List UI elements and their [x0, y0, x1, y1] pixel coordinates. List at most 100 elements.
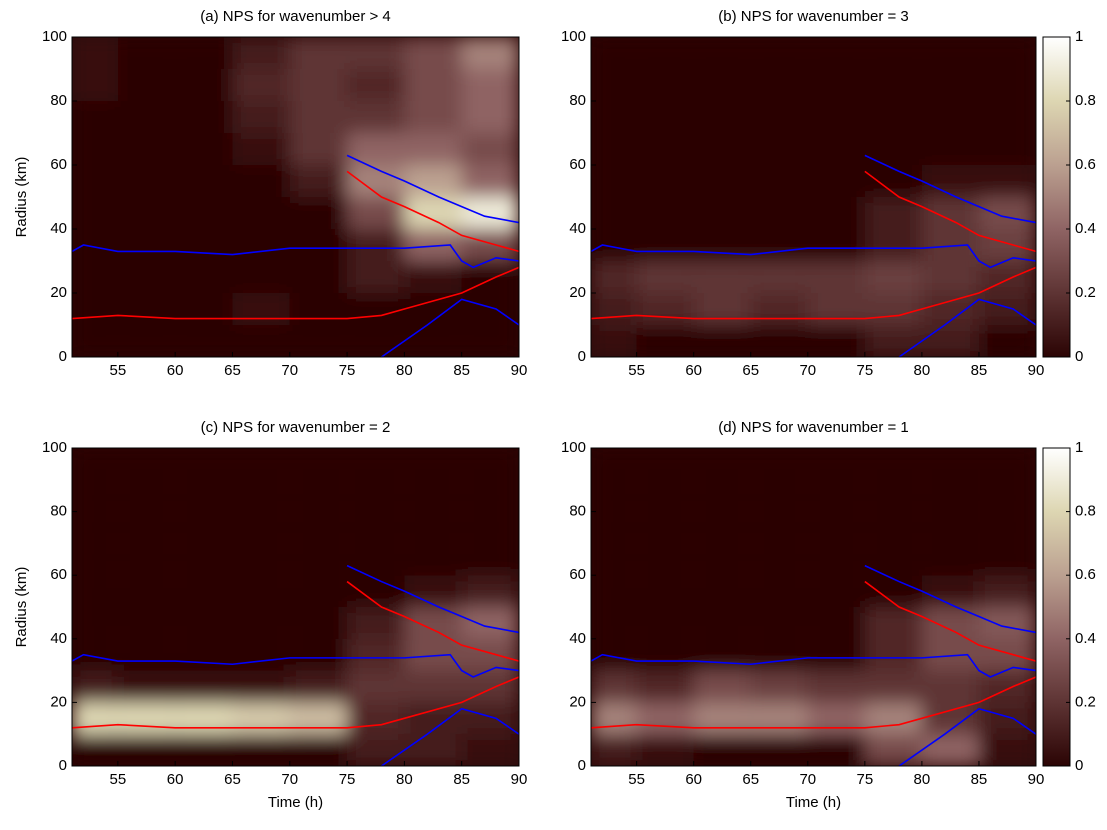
heatmap-cell [693, 543, 751, 576]
heatmap-cell [175, 69, 233, 101]
heatmap-cell [175, 165, 233, 197]
heatmap-cell [864, 448, 922, 480]
heatmap-cell [461, 37, 519, 69]
heatmap-cell [232, 37, 290, 69]
y-tick-label: 0 [59, 757, 67, 774]
x-tick-label: 75 [339, 362, 356, 379]
heatmap-cell [289, 479, 348, 512]
heatmap-cell [404, 101, 462, 133]
heatmap-cell [404, 543, 462, 576]
heatmap-cell [289, 197, 348, 229]
heatmap-cell [289, 670, 348, 703]
heatmap-cell [978, 197, 1036, 229]
heatmap-cell [175, 543, 233, 576]
heatmap-cell [693, 101, 751, 133]
y-tick-label: 80 [50, 92, 67, 109]
heatmap-cell [978, 101, 1036, 133]
y-tick-label: 20 [569, 693, 586, 710]
heatmap-cell [72, 325, 118, 357]
x-tick-label: 75 [339, 771, 356, 788]
heatmap-cell [404, 607, 462, 639]
heatmap-cell [864, 734, 922, 766]
heatmap-cell [347, 479, 405, 512]
x-tick-label: 80 [396, 362, 413, 379]
contour-line [864, 170, 1036, 253]
heatmap-cell [921, 479, 979, 512]
plot-area [72, 37, 519, 357]
heatmap-cell [693, 165, 751, 197]
heatmap-cell [591, 734, 637, 766]
y-tick-label: 0 [578, 757, 586, 774]
heatmap-cell [636, 261, 694, 293]
heatmap-cell [693, 734, 751, 766]
heatmap-cell [750, 229, 808, 261]
heatmap-cell [72, 165, 118, 197]
colorbar [1042, 36, 1071, 358]
heatmap-cell [232, 479, 290, 512]
heatmap-cell [461, 638, 519, 671]
heatmap-cells [72, 448, 519, 766]
heatmap-cell [232, 261, 290, 293]
y-tick-label: 20 [50, 284, 67, 301]
heatmap-cell [117, 448, 176, 480]
heatmap-cell [72, 229, 118, 261]
heatmap-cell [347, 670, 405, 703]
heatmap-cell [807, 229, 865, 261]
heatmap-cell [404, 133, 462, 165]
heatmap-cell [72, 37, 118, 69]
heatmap-cell [693, 69, 751, 101]
heatmap-cell [232, 69, 290, 101]
heatmap-cell [591, 37, 637, 69]
heatmap-cell [921, 197, 979, 229]
x-tick-label: 65 [224, 362, 241, 379]
plot-area [591, 448, 1036, 766]
heatmap-cell [591, 69, 637, 101]
heatmap-cell [117, 229, 176, 261]
heatmap-cell [636, 69, 694, 101]
heatmap-cell [347, 197, 405, 229]
heatmap-cell [864, 293, 922, 325]
heatmap-cell [864, 165, 922, 197]
y-axis-label: Radius (km) [13, 567, 30, 648]
heatmap-cell [591, 448, 637, 480]
heatmap-cell [978, 543, 1036, 576]
heatmap-cell [175, 638, 233, 671]
heatmap-cell [461, 448, 519, 480]
heatmap-cell [117, 511, 176, 544]
heatmap-cell [404, 325, 462, 357]
heatmap-cell [289, 511, 348, 544]
x-tick-label: 75 [857, 362, 874, 379]
heatmap-cell [289, 575, 348, 607]
heatmap-cell [921, 702, 979, 735]
heatmap-cell [461, 165, 519, 197]
x-tick-label: 90 [1028, 362, 1045, 379]
heatmap-cells [591, 37, 1036, 357]
heatmap-cell [750, 293, 808, 325]
heatmap-cell [289, 133, 348, 165]
x-tick-label: 85 [453, 362, 470, 379]
heatmap-cell [750, 448, 808, 480]
heatmap-cell [461, 101, 519, 133]
heatmap-cell [404, 229, 462, 261]
heatmap-cell [289, 448, 348, 480]
heatmap-cell [404, 37, 462, 69]
plot-frame [71, 447, 520, 767]
heatmap-cell [807, 607, 865, 639]
heatmap-cell [72, 543, 118, 576]
heatmap-cell [750, 101, 808, 133]
heatmap-cell [232, 702, 290, 735]
heatmap-cell [750, 607, 808, 639]
heatmap-cell [807, 511, 865, 544]
colorbar-tick-label: 0.2 [1075, 693, 1096, 710]
heatmap-cell [978, 638, 1036, 671]
plot-frame [590, 36, 1037, 358]
contour-line [72, 266, 519, 320]
heatmap-cell [591, 197, 637, 229]
plot-frame [590, 447, 1037, 767]
heatmap-cell [693, 702, 751, 735]
colorbar-tick-label: 0.4 [1075, 630, 1096, 647]
heatmap-cell [72, 607, 118, 639]
heatmap-cell [289, 734, 348, 766]
heatmap-cell [117, 734, 176, 766]
